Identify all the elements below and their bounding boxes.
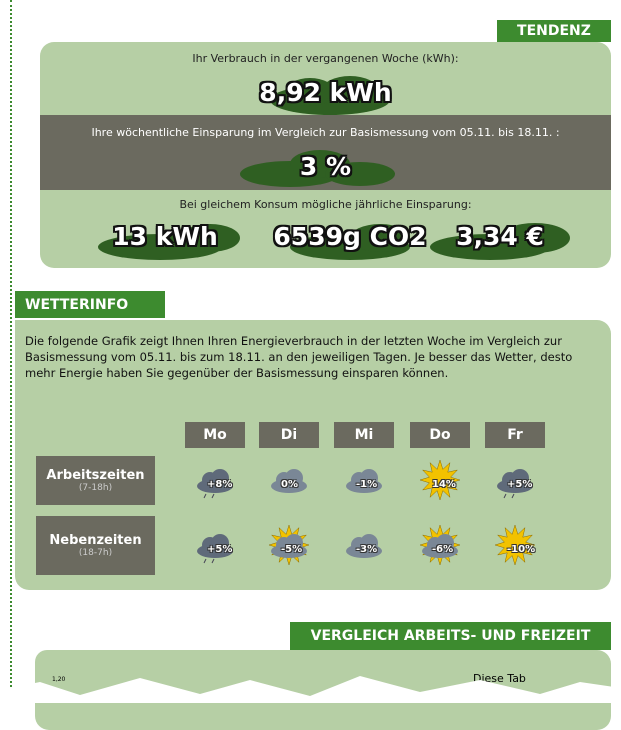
weekly-value: 8,92 kWh <box>40 78 611 107</box>
weather-value: -5% <box>281 544 302 555</box>
wetter-text: Die folgende Grafik zeigt Ihnen Ihren En… <box>25 333 575 381</box>
tab: WETTERINFO <box>15 291 165 318</box>
tab: VERGLEICH ARBEITS- UND FREIZEIT <box>290 622 611 650</box>
weather-value: -1% <box>356 479 377 490</box>
row-title: Arbeitszeiten <box>46 468 144 483</box>
row-hours: (18-7h) <box>79 548 112 558</box>
day-header: Di <box>259 422 319 448</box>
annual-value: 6539g CO2 <box>270 222 430 251</box>
day-header: Mi <box>334 422 394 448</box>
page-border <box>10 0 12 703</box>
weather-value: +8% <box>207 479 232 490</box>
savings-value: 3 % <box>40 152 611 181</box>
weather-value: -3% <box>356 544 377 555</box>
row-label: Nebenzeiten(18-7h) <box>36 516 155 575</box>
torn-edge <box>0 670 621 703</box>
weather-value: -10% <box>507 544 535 555</box>
day-header: Do <box>410 422 470 448</box>
annual-value: 13 kWh <box>90 222 240 251</box>
row-title: Nebenzeiten <box>49 533 141 548</box>
annual-label: Bei gleichem Konsum mögliche jährliche E… <box>40 198 611 211</box>
day-header: Fr <box>485 422 545 448</box>
annual-value: 3,34 € <box>440 222 560 251</box>
savings-label: Ihre wöchentliche Einsparung im Vergleic… <box>40 126 611 139</box>
weather-value: +5% <box>507 479 532 490</box>
weather-value: -6% <box>432 544 453 555</box>
weekly-label: Ihr Verbrauch in der vergangenen Woche (… <box>40 52 611 65</box>
weather-value: 14% <box>432 479 456 490</box>
row-label: Arbeitszeiten(7-18h) <box>36 456 155 505</box>
tab: TENDENZ <box>497 20 611 42</box>
page: TENDENZ Ihr Verbrauch in der vergangenen… <box>0 0 621 703</box>
weather-value: 0% <box>281 479 298 490</box>
row-hours: (7-18h) <box>79 483 112 493</box>
weather-value: +5% <box>207 544 232 555</box>
day-header: Mo <box>185 422 245 448</box>
